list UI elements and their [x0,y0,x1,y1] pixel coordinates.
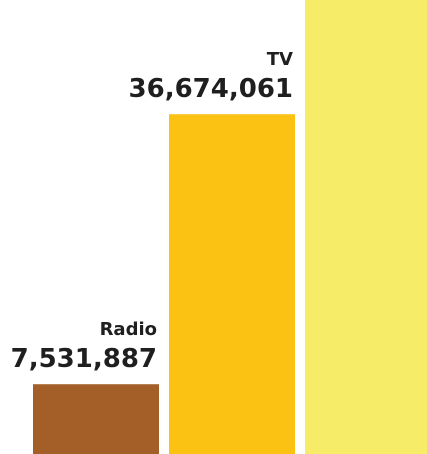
bar-category-label: TV [267,49,293,70]
bar-value-label: 36,674,061 [129,74,293,104]
labels-group: Radio 7,531,887 TV 36,674,061 [11,49,293,374]
bars-group [33,0,427,454]
bar-radio [33,384,159,454]
bar-tv [169,114,295,454]
bar-category-label: Radio [100,319,157,340]
bar-unlabeled [305,0,427,454]
bar-value-label: 7,531,887 [11,344,157,374]
